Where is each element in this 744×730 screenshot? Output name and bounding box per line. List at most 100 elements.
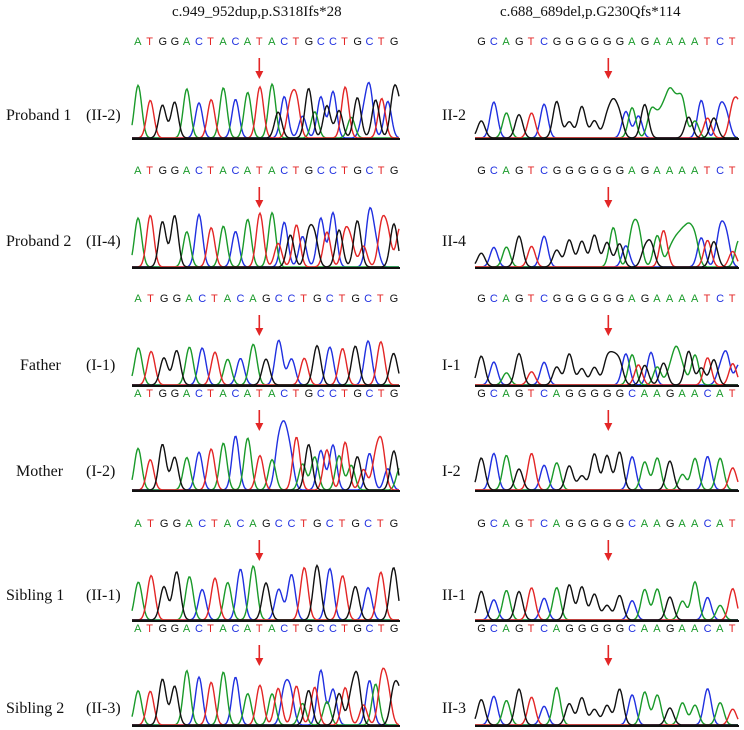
base-call-A: A xyxy=(716,518,724,530)
base-call-G: G xyxy=(590,36,599,48)
base-call-G: G xyxy=(640,165,650,177)
base-call-A: A xyxy=(249,518,257,530)
base-call-T: T xyxy=(147,293,154,305)
thymine-trace xyxy=(475,96,739,139)
base-call-C: C xyxy=(716,36,725,48)
base-call-A: A xyxy=(219,165,227,177)
base-call-G: G xyxy=(353,623,362,635)
base-call-C: C xyxy=(287,293,296,305)
base-call-C: C xyxy=(365,36,374,48)
base-call-C: C xyxy=(198,293,207,305)
base-call-G: G xyxy=(304,623,314,635)
base-call-A: A xyxy=(678,623,686,635)
row-generation-label-5: (II-3) xyxy=(86,700,121,717)
base-call-T: T xyxy=(377,36,385,48)
base-call-G: G xyxy=(615,623,625,635)
base-call-G: G xyxy=(389,388,399,400)
base-call-C: C xyxy=(364,293,373,305)
base-call-T: T xyxy=(300,293,308,305)
base-call-C: C xyxy=(316,623,325,635)
base-call-C: C xyxy=(274,293,283,305)
base-call-G: G xyxy=(515,623,524,635)
base-call-G: G xyxy=(515,165,524,177)
base-call-G: G xyxy=(158,165,168,177)
base-call-T: T xyxy=(377,165,385,177)
base-call-G: G xyxy=(389,293,399,305)
base-call-G: G xyxy=(515,518,524,530)
base-call-T: T xyxy=(341,165,348,177)
guanine-trace xyxy=(474,688,738,726)
right-chromatogram-5 xyxy=(474,645,739,727)
base-call-C: C xyxy=(329,165,337,177)
base-call-T: T xyxy=(255,36,263,48)
row-generation-label-4: (II-1) xyxy=(86,587,121,604)
base-call-G: G xyxy=(577,388,587,400)
base-call-T: T xyxy=(341,388,348,400)
base-call-A: A xyxy=(182,36,191,48)
base-call-C: C xyxy=(325,518,334,530)
base-call-A: A xyxy=(134,623,142,635)
adenine-trace xyxy=(475,454,738,491)
base-call-C: C xyxy=(703,518,712,530)
base-call-T: T xyxy=(728,388,736,400)
base-call-C: C xyxy=(316,165,325,177)
right-chromatogram-4 xyxy=(474,540,739,622)
base-call-T: T xyxy=(292,623,300,635)
base-call-C: C xyxy=(231,623,240,635)
guanine-trace xyxy=(474,98,738,139)
base-call-T: T xyxy=(527,518,535,530)
right-row-label-3: I-2 xyxy=(442,463,461,480)
base-call-G: G xyxy=(565,388,574,400)
base-call-G: G xyxy=(603,623,612,635)
base-call-C: C xyxy=(703,623,712,635)
row-label-0: Proband 1 xyxy=(6,107,72,124)
mutation-arrow-icon xyxy=(604,645,613,666)
guanine-trace xyxy=(474,584,738,621)
base-call-G: G xyxy=(590,293,599,305)
base-call-T: T xyxy=(527,293,535,305)
base-call-C: C xyxy=(329,623,337,635)
base-call-C: C xyxy=(280,36,289,48)
base-call-C: C xyxy=(316,36,325,48)
base-call-A: A xyxy=(223,518,232,530)
base-call-G: G xyxy=(158,36,168,48)
right-row-label-2: I-1 xyxy=(442,357,461,374)
base-call-A: A xyxy=(268,388,276,400)
base-call-G: G xyxy=(603,388,612,400)
base-call-G: G xyxy=(389,518,399,530)
mutation-arrow-icon xyxy=(604,410,613,431)
base-call-T: T xyxy=(255,623,263,635)
base-call-A: A xyxy=(678,293,686,305)
base-call-G: G xyxy=(353,165,362,177)
base-call-A: A xyxy=(716,388,724,400)
base-call-G: G xyxy=(304,165,314,177)
base-call-C: C xyxy=(628,518,637,530)
base-call-G: G xyxy=(603,518,612,530)
base-call-G: G xyxy=(170,623,180,635)
base-call-G: G xyxy=(640,293,650,305)
base-call-T: T xyxy=(527,165,535,177)
base-call-T: T xyxy=(728,36,736,48)
guanine-trace xyxy=(474,350,738,386)
base-call-T: T xyxy=(207,36,214,48)
base-call-T: T xyxy=(147,518,154,530)
base-call-C: C xyxy=(231,388,240,400)
base-call-G: G xyxy=(477,623,486,635)
base-call-G: G xyxy=(158,623,168,635)
base-call-A: A xyxy=(628,165,636,177)
base-call-G: G xyxy=(304,388,314,400)
base-call-A: A xyxy=(243,36,252,48)
base-call-A: A xyxy=(678,165,686,177)
row-label-3: Mother xyxy=(16,463,64,480)
base-call-T: T xyxy=(341,623,348,635)
base-call-C: C xyxy=(287,518,296,530)
base-call-A: A xyxy=(243,623,252,635)
adenine-trace xyxy=(475,580,738,621)
